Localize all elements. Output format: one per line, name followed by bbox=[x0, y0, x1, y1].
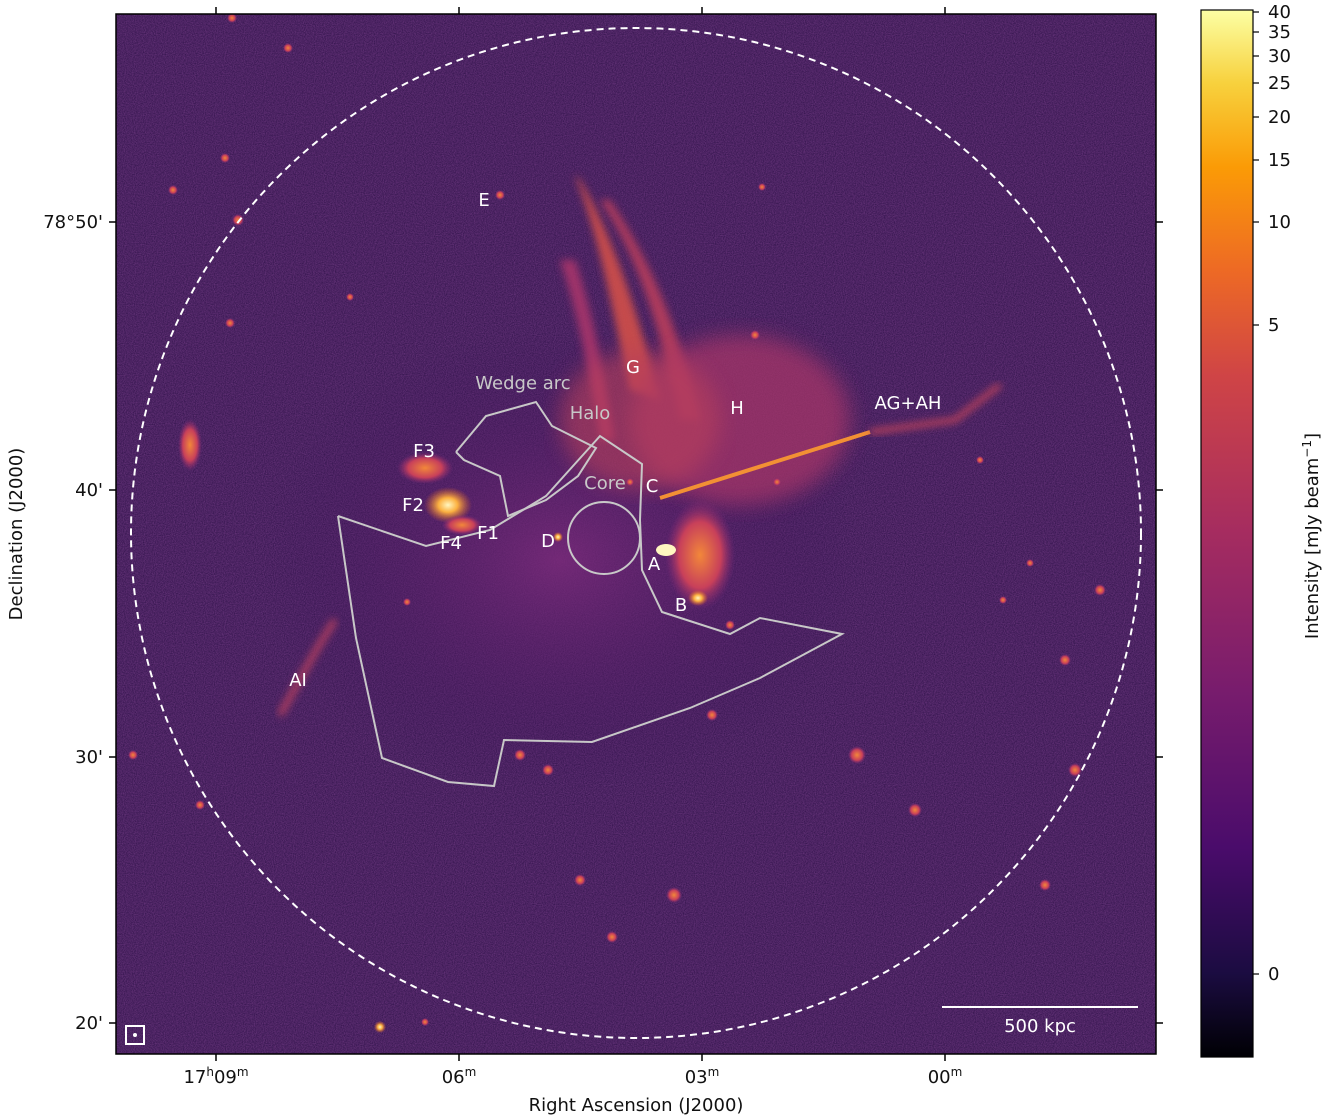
label-f3: F3 bbox=[413, 441, 435, 462]
label-ag-ah: AG+AH bbox=[875, 393, 942, 414]
source-b-core bbox=[688, 590, 708, 606]
x-tick-label: 03m bbox=[685, 1065, 720, 1088]
core-region-circle bbox=[567, 501, 641, 575]
label-a: A bbox=[648, 554, 661, 575]
ai-relic-emission bbox=[277, 618, 338, 717]
scale-bar-label: 500 kpc bbox=[1004, 1016, 1076, 1037]
map-panel: 500 kpc E G H AG+AH F3 F2 F1 F4 D C A B … bbox=[116, 14, 1156, 1054]
compact-sources bbox=[128, 14, 1106, 1033]
colorbar-tick-label: 20 bbox=[1268, 107, 1291, 128]
colorbar-tick-label: 0 bbox=[1268, 964, 1279, 985]
label-wedge-arc: Wedge arc bbox=[475, 373, 570, 394]
colorbar-tick-label: 15 bbox=[1268, 150, 1291, 171]
y-tick-label: 20' bbox=[75, 1013, 103, 1034]
ag-ah-jet bbox=[659, 430, 871, 500]
label-ai: AI bbox=[289, 670, 307, 691]
halo-region-outline bbox=[337, 434, 845, 788]
y-tick-label: 40' bbox=[75, 480, 103, 501]
label-h: H bbox=[730, 398, 744, 419]
y-tick-label: 30' bbox=[75, 747, 103, 768]
colorbar-gradient bbox=[1201, 10, 1253, 1057]
colorbar-title: Intensity [mJy beam−1] bbox=[1300, 433, 1323, 639]
colorbar-tick-label: 30 bbox=[1268, 46, 1291, 67]
label-f4: F4 bbox=[440, 533, 462, 554]
x-tick-label: 06m bbox=[442, 1065, 477, 1088]
y-axis-title: Declination (J2000) bbox=[6, 448, 27, 621]
left-edge-emission bbox=[178, 419, 202, 471]
ag-ah-extension bbox=[869, 383, 1002, 435]
f2-emission bbox=[424, 487, 472, 523]
label-f1: F1 bbox=[477, 523, 499, 544]
x-tick-label: 17h09m bbox=[183, 1065, 248, 1088]
wedge-arc-region-outline bbox=[455, 400, 598, 518]
label-f2: F2 bbox=[402, 495, 424, 516]
a-b-complex-emission bbox=[665, 500, 735, 610]
beam-marker-box bbox=[125, 1025, 145, 1045]
source-a-core bbox=[656, 544, 676, 556]
label-e: E bbox=[478, 190, 489, 211]
label-c: C bbox=[646, 476, 659, 497]
label-core: Core bbox=[584, 473, 626, 494]
colorbar-tick-label: 5 bbox=[1268, 315, 1279, 336]
colorbar-tick-label: 35 bbox=[1268, 22, 1291, 43]
x-tick-label: 00m bbox=[928, 1065, 963, 1088]
label-g: G bbox=[626, 357, 640, 378]
colorbar-tick-label: 25 bbox=[1268, 73, 1291, 94]
f4-emission bbox=[442, 515, 482, 535]
label-b: B bbox=[675, 595, 687, 616]
map-frame bbox=[115, 13, 1157, 1055]
x-axis-title: Right Ascension (J2000) bbox=[529, 1095, 744, 1116]
label-halo: Halo bbox=[570, 403, 611, 424]
y-tick-label: 78°50' bbox=[43, 212, 103, 233]
field-of-view-circle bbox=[130, 27, 1142, 1039]
g-h-bridge-emission bbox=[560, 350, 720, 490]
axis-ticks bbox=[109, 7, 1163, 1061]
colorbar-tick-label: 10 bbox=[1268, 212, 1291, 233]
colorbar: 40 35 30 25 20 15 10 5 0 Intensity [mJy … bbox=[1200, 2, 1323, 1058]
colorbar-tick-label: 40 bbox=[1268, 2, 1291, 23]
f3-emission bbox=[397, 452, 453, 484]
label-d: D bbox=[541, 531, 555, 552]
colorbar-frame bbox=[1200, 9, 1254, 1058]
beam-marker-dot bbox=[133, 1033, 137, 1037]
